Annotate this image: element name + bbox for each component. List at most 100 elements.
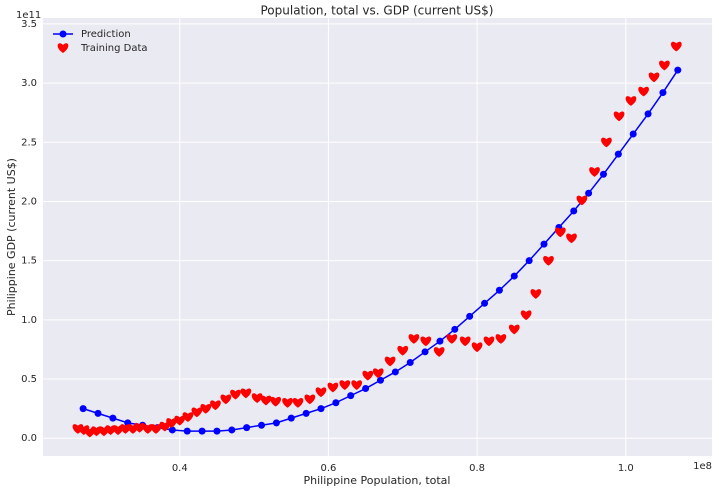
heart-marker [670,41,682,52]
legend-marker [57,43,69,53]
point-marker [347,392,355,400]
heart-marker [304,394,316,405]
heart-marker [638,86,649,97]
point-marker [540,240,548,248]
heart-marker [576,195,588,206]
point-marker [525,257,533,265]
heart-marker [555,227,566,238]
x-tick-label: 0.6 [320,463,336,474]
point-marker [302,409,310,417]
heart-marker [659,60,670,71]
point-marker [272,419,280,427]
heart-marker [446,334,458,344]
y-tick-label: 2.0 [21,196,37,207]
legend-marker [59,30,67,38]
heart-marker [282,398,293,408]
point-marker [168,426,176,434]
y-offset-label: 1e11 [16,10,41,21]
point-marker [629,130,637,138]
point-marker [228,426,236,434]
point-marker [376,376,384,384]
legend-label: Prediction [81,29,131,40]
point-marker [109,414,117,422]
heart-marker [520,310,532,321]
x-tick-label: 0.8 [469,463,485,474]
heart-marker [471,342,483,353]
point-marker [391,368,399,376]
plot-area [43,18,712,456]
heart-marker [372,368,384,379]
y-tick-label: 3.5 [21,19,37,30]
heart-marker [420,336,432,347]
point-marker [421,348,429,356]
point-marker [79,405,87,413]
point-marker [213,427,221,435]
heart-marker [433,347,445,357]
y-tick-label: 1.5 [21,256,37,267]
x-tick-label: 0.4 [172,463,188,474]
point-marker [585,189,593,197]
point-marker [436,337,444,345]
heart-marker [150,424,162,434]
chart-title: Population, total vs. GDP (current US$) [260,4,493,18]
heart-marker [397,345,409,356]
heart-marker [166,418,177,428]
heart-marker [589,167,600,177]
x-offset-label: 1e8 [693,461,712,472]
heart-marker [200,403,212,414]
point-marker [362,385,370,393]
heart-marker [142,424,154,434]
heart-marker [543,255,554,266]
heart-marker [483,336,495,347]
point-marker [258,421,266,429]
point-marker [674,66,682,74]
heart-marker [134,422,145,433]
point-marker [659,89,667,97]
heart-marker [408,334,420,344]
point-marker [614,150,622,158]
heart-marker [191,407,203,418]
point-marker [599,170,607,178]
legend-label: Training Data [80,43,148,54]
point-marker [332,399,340,407]
heart-marker [625,96,637,106]
heart-marker [601,137,612,148]
y-tick-label: 2.5 [21,137,37,148]
heart-marker [270,396,282,407]
point-marker [198,427,206,435]
heart-marker [495,334,507,344]
heart-marker [230,389,241,400]
heart-marker [351,380,363,390]
heart-marker [508,324,520,335]
point-marker [287,414,295,422]
heart-marker [292,398,304,408]
point-marker [510,272,518,280]
point-marker [451,325,459,333]
point-marker [183,427,191,435]
heart-marker [362,370,374,381]
heart-marker [613,111,625,122]
y-axis-label: Philippine GDP (current US$) [5,158,18,316]
point-marker [243,424,251,432]
heart-marker [260,395,272,406]
x-axis-label: Philippine Population, total [304,474,451,487]
heart-marker [648,72,660,83]
heart-marker [174,415,186,426]
heart-marker [459,336,471,347]
point-marker [94,409,102,417]
point-marker [317,405,325,413]
heart-marker [220,394,232,405]
point-marker [644,110,652,118]
heart-marker [240,388,252,399]
heart-marker [182,412,194,422]
heart-marker [210,400,221,411]
y-tick-label: 0.5 [21,374,37,385]
y-tick-label: 0.0 [21,433,37,444]
point-marker [570,207,578,215]
y-tick-label: 1.0 [21,315,37,326]
heart-marker [530,289,542,299]
heart-marker [315,387,327,398]
heart-marker [251,393,263,403]
point-marker [406,358,414,366]
